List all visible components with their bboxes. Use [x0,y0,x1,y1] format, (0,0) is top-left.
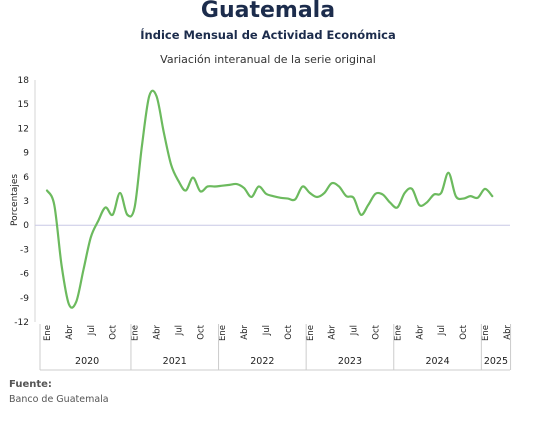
x-tick-label: Abr [240,325,250,340]
x-tick-label: Ene [393,325,403,341]
y-tick-label: -6 [20,270,29,280]
y-tick-label: 18 [18,76,30,86]
x-tick-label: Abr [65,325,75,340]
x-tick-label: Oct [459,324,469,339]
y-tick-label: 3 [23,197,29,207]
x-tick-label: Jul [437,325,447,336]
x-tick-label: Oct [284,324,294,339]
x-tick-label: Abr [328,325,338,340]
x-tick-label: Abr [153,325,163,340]
x-tick-label: Jul [350,325,360,336]
page-subtitle: Índice Mensual de Actividad Económica [140,28,396,42]
source-text: Banco de Guatemala [9,394,109,405]
y-tick-label: 9 [23,149,29,159]
x-tick-label: Ene [306,325,316,341]
x-tick-label: Ene [218,325,228,341]
x-tick-label: Ene [131,325,141,341]
x-tick-label: Jul [87,325,97,336]
y-tick-label: 6 [23,173,29,183]
x-tick-label: Oct [372,324,382,339]
x-tick-label: Ene [481,325,491,341]
y-tick-label: 15 [18,100,29,110]
x-tick-label: Ene [43,325,53,341]
y-axis-title: Porcentajes [10,174,20,226]
year-label: 2024 [425,356,449,367]
x-tick-label: Oct [109,324,119,339]
x-tick-label: Oct [196,324,206,339]
y-tick-label: -3 [20,245,29,255]
series-line [45,89,494,309]
x-tick-label: Jul [262,325,272,336]
page-title: Guatemala [200,0,336,23]
chart-title: Variación interanual de la serie origina… [160,53,376,66]
x-tick-label: Abr [415,325,425,340]
year-label: 2025 [484,356,508,367]
source-label: Fuente: [9,379,52,390]
y-tick-label: 12 [18,124,29,134]
y-tick-label: -12 [14,318,29,328]
year-label: 2021 [163,356,187,367]
year-label: 2022 [250,356,274,367]
y-tick-label: -9 [20,294,29,304]
year-label: 2020 [75,356,99,367]
x-tick-label: Jul [174,325,184,336]
x-tick-label: Abr [503,325,513,340]
year-label: 2023 [338,356,362,367]
y-tick-label: 0 [23,221,29,231]
